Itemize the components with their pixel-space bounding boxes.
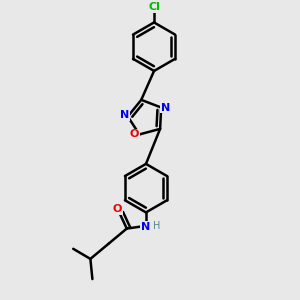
Text: O: O (130, 129, 139, 140)
Text: N: N (141, 222, 151, 232)
Text: O: O (113, 204, 122, 214)
Text: N: N (160, 103, 170, 112)
Text: H: H (153, 220, 161, 230)
Text: N: N (120, 110, 129, 121)
Text: Cl: Cl (148, 2, 160, 12)
